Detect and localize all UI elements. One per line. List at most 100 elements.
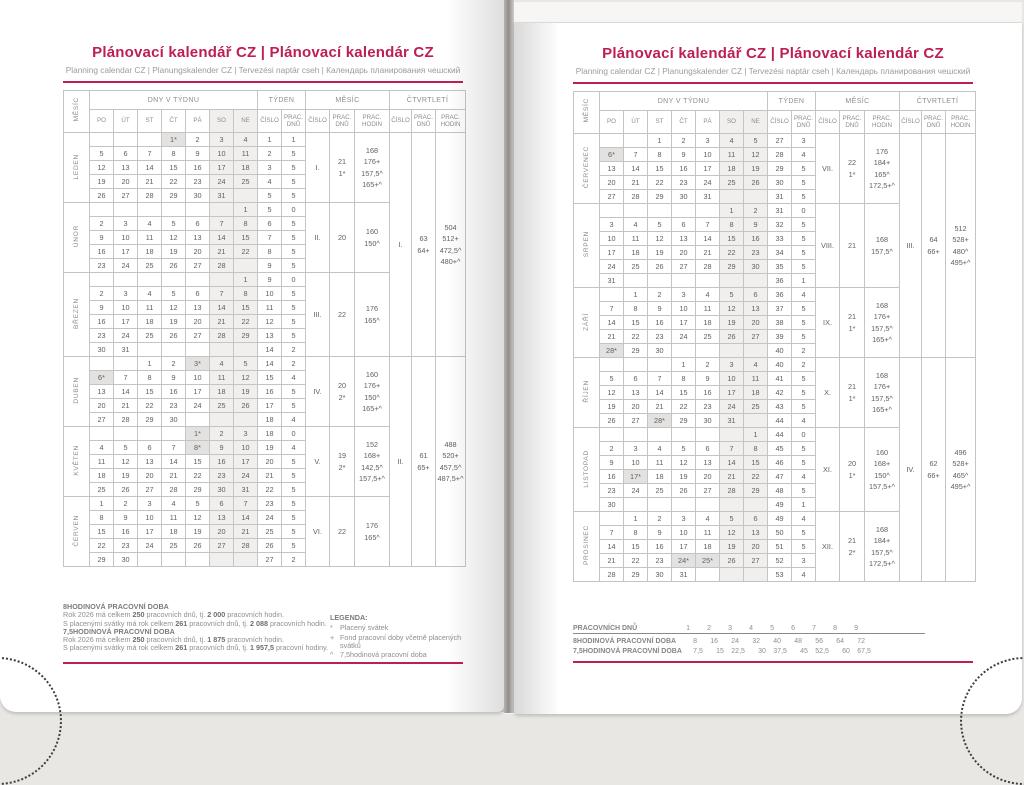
stack-line: 157,5^: [871, 547, 893, 557]
day-cell: 22: [647, 175, 672, 190]
day-cell: 3: [719, 357, 744, 372]
stack-line: 480^: [952, 246, 969, 256]
week-workdays-cell: 5: [280, 216, 307, 231]
day-cell: 2: [671, 133, 696, 148]
week-workdays-cell: 5: [280, 468, 307, 483]
day-cell: 19: [743, 161, 768, 176]
month-name-label: ŘÍJEN: [583, 380, 590, 403]
day-cell: 4: [647, 441, 672, 456]
week-workdays-cell: 5: [280, 384, 307, 399]
week-number-cell: 46: [767, 455, 792, 470]
stack-line: 2*: [848, 547, 856, 557]
day-cell: 30: [671, 189, 696, 204]
week-number-cell: 18: [257, 426, 282, 441]
day-cell: 9: [743, 217, 768, 232]
day-cell: 11: [137, 300, 162, 315]
month-column-header: MĚSÍC: [63, 90, 90, 133]
day-cell: 2: [695, 357, 720, 372]
stack-line: 20: [337, 381, 347, 391]
footer-rule: [63, 662, 463, 664]
quarter-number-header: ČÍSLO: [389, 109, 413, 133]
day-cell: 15: [719, 231, 744, 246]
day-cell: [743, 343, 768, 358]
stack-line: IV.: [313, 386, 322, 396]
stack-line: 512+: [442, 234, 459, 244]
day-cell: [161, 272, 186, 287]
month-number-cell: IX.: [815, 287, 841, 358]
week-workdays-cell: 3: [790, 553, 817, 568]
day-cell: 24: [233, 468, 258, 483]
day-cell: 28: [599, 567, 624, 582]
week-workdays-cell: 5: [280, 188, 307, 203]
stack-line: I.: [315, 162, 320, 172]
day-cell: 2: [599, 441, 624, 456]
week-number-cell: 14: [257, 342, 282, 357]
day-cell: 9: [161, 370, 186, 385]
week-row: 4 5 6 7 8* 9 10 19 4: [64, 440, 466, 455]
conversion-value: 4: [749, 625, 753, 633]
stack-line: 22: [337, 309, 347, 319]
week-row: 7 8 9 10 11 12 13 37 5: [574, 301, 976, 316]
legend-text: Placený svátek: [340, 623, 389, 633]
day-cell: [671, 497, 696, 512]
header-rule: [573, 82, 973, 84]
day-cell: 13: [185, 300, 210, 315]
day-cell: 15: [185, 454, 210, 469]
day-cell: 14: [623, 161, 648, 176]
day-cell: 6: [671, 217, 696, 232]
day-cell: 20: [623, 399, 648, 414]
day-cell: 30: [209, 482, 234, 497]
month-number-cell: II.: [305, 202, 331, 273]
quarter-number-cell: I.: [389, 132, 413, 357]
day-cell: 24: [719, 399, 744, 414]
day-cell: 9: [647, 301, 672, 316]
quarter-workdays-cell: 61 65+: [411, 356, 437, 567]
day-cell: [719, 273, 744, 288]
week-row: SRPEN 1 2 31 0 VIII. 21 168 157,5^: [573, 203, 976, 288]
day-cell: 16: [599, 469, 624, 484]
day-cell: [719, 427, 744, 442]
week-workdays-cell: 5: [790, 231, 817, 246]
day-cell: 15: [137, 384, 162, 399]
day-cell: 1*: [185, 426, 210, 441]
month-name-label: BŘEZEN: [73, 298, 80, 329]
day-cell: 16: [671, 161, 696, 176]
day-cell: 21: [161, 468, 186, 483]
stack-line: 504: [444, 222, 457, 232]
month-workdays-cell: 22: [329, 496, 356, 567]
week-workdays-cell: 2: [790, 357, 817, 372]
week-row: 28* 29 30 40 2: [574, 343, 976, 358]
day-cell: 5: [113, 440, 138, 455]
day-cell: 31: [671, 567, 696, 582]
week-workdays-cell: 5: [790, 175, 817, 190]
day-cell: 18: [647, 469, 672, 484]
day-cell: 21: [599, 329, 624, 344]
week-row: ÚNOR 1 5 0 II. 20 160 150^: [63, 202, 466, 273]
week-row: 10 11 12 13 14 15 16 33 5: [574, 231, 976, 246]
day-cell: 1: [719, 203, 744, 218]
month-group-header: MĚSÍC: [305, 90, 391, 110]
stack-line: 157,5^: [871, 246, 893, 256]
day-cell: 8: [647, 147, 672, 162]
week-workdays-cell: 5: [790, 399, 817, 414]
day-cell: 5: [161, 216, 186, 231]
day-cell: [209, 412, 234, 427]
day-cell: 1: [89, 496, 114, 511]
week-workdays-cell: 5: [280, 160, 307, 175]
conversion-value: 32: [752, 637, 761, 645]
month-workdays-cell: 22 1*: [839, 133, 866, 204]
day-cell: 4: [719, 133, 744, 148]
day-cell: 12: [647, 231, 672, 246]
day-cell: 27: [695, 483, 720, 498]
week-number-cell: 12: [257, 314, 282, 329]
day-cell: [233, 258, 258, 273]
week-workdays-cell: 5: [790, 455, 817, 470]
day-cell: 19: [671, 469, 696, 484]
month-workdays-cell: 21 1*: [839, 287, 866, 358]
month-name-label: DUBEN: [73, 377, 80, 404]
week-workdays-cell: 5: [790, 441, 817, 456]
week-row: 2 3 4 5 6 7 8 10 5: [64, 286, 466, 301]
legend-title: LEGENDA:: [330, 613, 368, 622]
legend: LEGENDA: * Placený svátek + Fond pracovní do…: [330, 613, 464, 660]
day-cell: 4: [161, 496, 186, 511]
